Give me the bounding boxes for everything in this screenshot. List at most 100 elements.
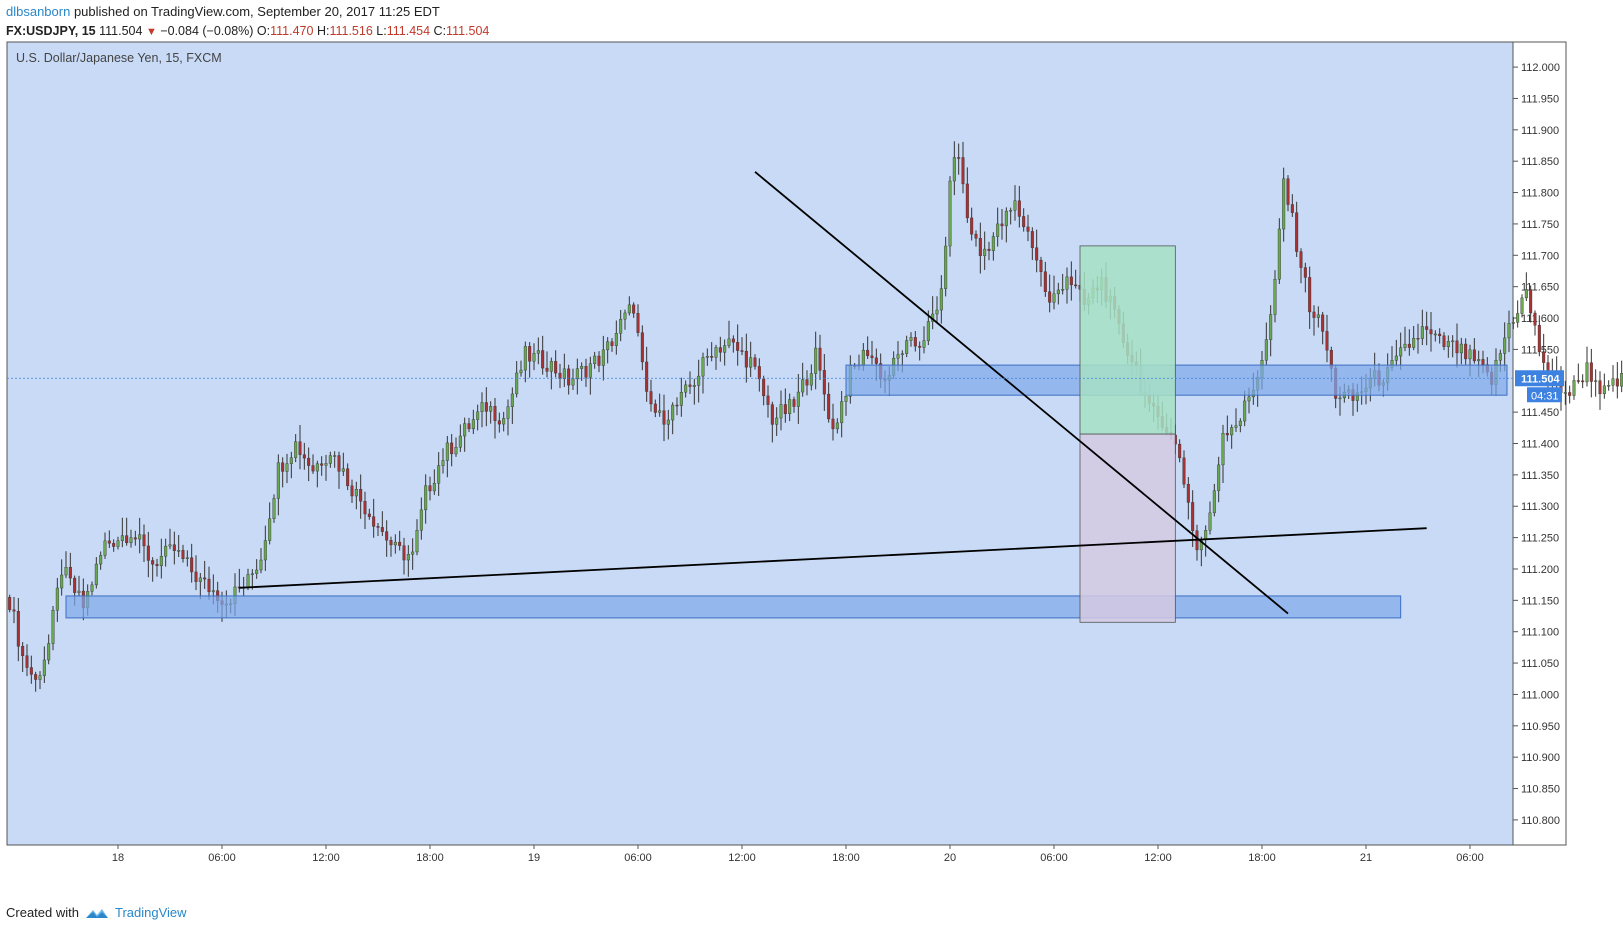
candle-body	[458, 435, 462, 448]
candle-body	[380, 527, 384, 532]
candle-body	[289, 457, 293, 464]
candle-body	[259, 559, 263, 571]
y-tick-label: 111.850	[1521, 156, 1559, 168]
tradingview-link[interactable]: TradingView	[114, 905, 187, 920]
candle-body	[333, 455, 337, 457]
candle-body	[636, 313, 640, 333]
candle-body	[151, 560, 155, 565]
candle-body	[159, 556, 163, 567]
author-link[interactable]: dlbsanborn	[6, 4, 71, 19]
candle-body	[1299, 251, 1303, 268]
candle-body	[1498, 353, 1502, 361]
candle-body	[1186, 484, 1190, 503]
candle-body	[684, 384, 688, 393]
candle-body	[190, 557, 194, 573]
candle-body	[1013, 200, 1017, 211]
candle-body	[60, 574, 64, 589]
candle-body	[138, 534, 142, 540]
candle-body	[116, 540, 120, 547]
candle-body	[627, 304, 631, 314]
candle-body	[770, 404, 774, 425]
candle-body	[571, 378, 575, 386]
candle-body	[99, 555, 103, 565]
current-price-tag	[1515, 370, 1564, 387]
y-tick-label: 111.200	[1521, 564, 1559, 576]
candle-body	[120, 535, 124, 541]
candle-body	[1273, 278, 1277, 315]
candle-body	[1572, 380, 1576, 396]
candle-body	[1225, 432, 1229, 436]
candle-body	[502, 418, 506, 425]
candle-body	[125, 535, 129, 544]
candle-body	[311, 465, 315, 472]
down-arrow-icon: ▼	[145, 26, 157, 38]
high-label: H:	[316, 24, 330, 38]
y-tick-label: 111.950	[1521, 93, 1559, 105]
candle-body	[103, 540, 107, 556]
candle-body	[307, 457, 311, 466]
candle-body	[246, 574, 250, 588]
candle-body	[831, 418, 835, 430]
candle-body	[94, 563, 98, 586]
candle-body	[432, 483, 436, 492]
candle-body	[970, 217, 974, 235]
candle-body	[519, 369, 523, 374]
candle-body	[1459, 343, 1463, 354]
candle-body	[662, 410, 666, 425]
candle-body	[597, 355, 601, 366]
candle-body	[1598, 380, 1602, 395]
candle-body	[536, 350, 540, 354]
candle-body	[445, 442, 449, 461]
candle-body	[320, 463, 324, 466]
candle-body	[367, 513, 371, 517]
candle-body	[471, 419, 475, 430]
candle-body	[1546, 362, 1550, 372]
candle-body	[1412, 337, 1416, 348]
candle-body	[359, 489, 363, 502]
candle-body	[411, 551, 415, 555]
y-tick-label: 111.600	[1521, 313, 1559, 325]
candle-body	[1238, 420, 1242, 426]
candle-body	[268, 518, 272, 541]
candle-body	[974, 233, 978, 239]
candle-body	[1295, 212, 1299, 252]
candle-body	[1602, 385, 1606, 395]
candle-body	[701, 357, 705, 377]
candle-body	[913, 337, 917, 347]
candle-body	[73, 577, 77, 593]
candle-body	[1264, 339, 1268, 361]
candle-body	[523, 346, 527, 371]
candle-body	[185, 557, 189, 559]
candle-body	[1191, 502, 1195, 531]
candle-body	[203, 577, 207, 580]
candle-body	[1004, 210, 1008, 227]
candle-body	[666, 419, 670, 425]
candle-body	[926, 321, 930, 341]
candle-body	[16, 611, 20, 647]
candle-body	[341, 468, 345, 472]
candle-body	[866, 349, 870, 357]
candle-body	[528, 346, 532, 362]
candle-body	[450, 442, 454, 455]
candle-body	[12, 609, 16, 612]
candle-body	[679, 392, 683, 406]
candle-body	[1290, 204, 1294, 213]
candle-body	[1208, 512, 1212, 531]
candle-body	[584, 365, 588, 378]
y-tick-label: 111.250	[1521, 533, 1559, 545]
candle-body	[740, 350, 744, 352]
candle-body	[1615, 378, 1619, 387]
lower-zone	[65, 595, 1402, 619]
candle-body	[146, 545, 150, 561]
chart-title: U.S. Dollar/Japanese Yen, 15, FXCM	[16, 51, 222, 65]
candle-body	[1048, 291, 1052, 303]
close-value: 111.504	[446, 24, 490, 38]
candle-body	[489, 406, 493, 412]
candle-body	[467, 423, 471, 430]
y-tick-label: 111.100	[1521, 627, 1559, 639]
candle-body	[55, 587, 59, 611]
candle-body	[1542, 351, 1546, 363]
candle-body	[1247, 396, 1251, 402]
candle-body	[194, 571, 198, 582]
